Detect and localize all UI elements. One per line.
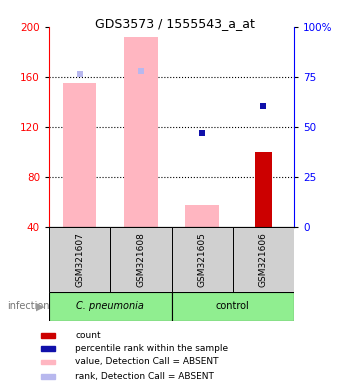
Text: GSM321606: GSM321606 (259, 232, 268, 286)
Text: value, Detection Call = ABSENT: value, Detection Call = ABSENT (75, 358, 218, 366)
Bar (41, 333, 55, 338)
Text: GDS3573 / 1555543_a_at: GDS3573 / 1555543_a_at (95, 17, 255, 30)
Bar (41, 374, 55, 379)
Text: GSM321607: GSM321607 (75, 232, 84, 286)
Bar (172, 292, 294, 321)
Text: ▶: ▶ (36, 301, 44, 311)
Bar (41, 359, 55, 364)
Bar (63, 83, 97, 227)
Bar (255, 152, 272, 227)
Text: rank, Detection Call = ABSENT: rank, Detection Call = ABSENT (75, 372, 214, 381)
Bar (110, 227, 172, 292)
Bar (185, 205, 219, 227)
Bar (49, 227, 110, 292)
Text: GSM321608: GSM321608 (136, 232, 145, 286)
Text: percentile rank within the sample: percentile rank within the sample (75, 344, 228, 353)
Text: control: control (216, 301, 250, 311)
Bar (49, 292, 172, 321)
Text: C. pneumonia: C. pneumonia (76, 301, 144, 311)
Bar (172, 227, 233, 292)
Bar (41, 346, 55, 351)
Bar (233, 227, 294, 292)
Text: count: count (75, 331, 101, 340)
Bar (124, 37, 158, 227)
Text: infection: infection (7, 301, 49, 311)
Text: GSM321605: GSM321605 (198, 232, 206, 286)
